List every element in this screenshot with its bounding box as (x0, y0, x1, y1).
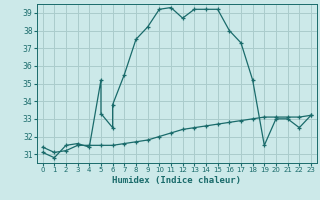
X-axis label: Humidex (Indice chaleur): Humidex (Indice chaleur) (112, 176, 241, 185)
